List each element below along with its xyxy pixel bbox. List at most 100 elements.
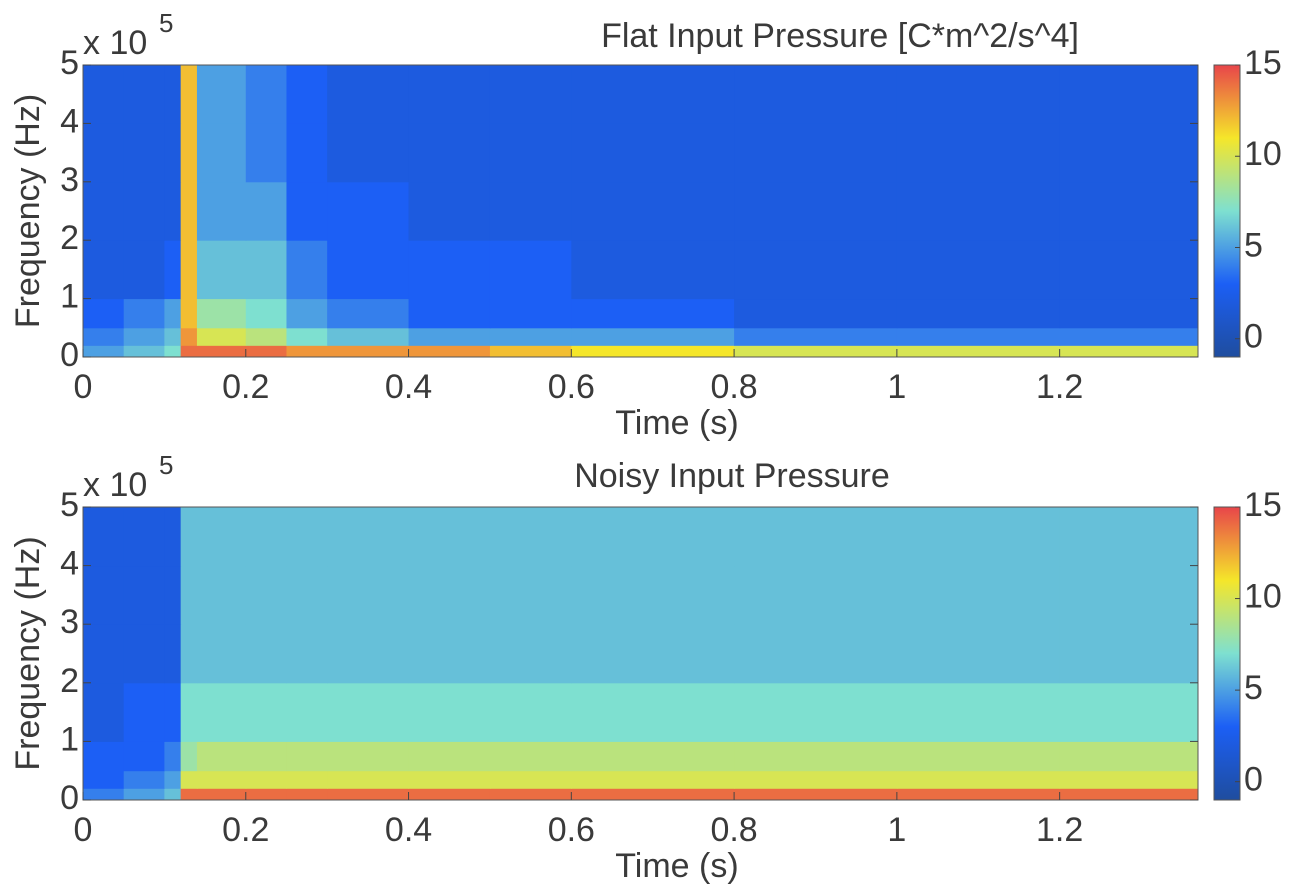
heatmap-cell <box>286 65 328 124</box>
heatmap-cell <box>408 565 491 625</box>
heatmap-cell <box>489 65 572 124</box>
heatmap-cell <box>734 298 898 329</box>
y-tick-label: 1 <box>60 720 79 758</box>
heatmap-cell <box>245 123 287 183</box>
heatmap-cell <box>327 65 410 124</box>
y-tick-label: 4 <box>60 545 79 583</box>
heatmap-cell <box>164 741 182 772</box>
heatmap-cell <box>896 788 1061 801</box>
heatmap-cell <box>1059 788 1199 801</box>
y-multiplier-exponent: 5 <box>159 8 173 38</box>
heatmap-cell <box>896 682 1061 742</box>
x-axis-label: Time (s) <box>615 847 738 885</box>
chart-title: Noisy Input Pressure <box>574 457 890 495</box>
heatmap-cell <box>408 123 491 183</box>
heatmap-cell <box>1059 327 1199 346</box>
heatmap-cell <box>327 741 410 772</box>
plot-frame <box>82 506 1199 801</box>
chart-title: Flat Input Pressure [C*m^2/s^4] <box>601 17 1079 55</box>
heatmap-cell <box>896 298 1061 329</box>
heatmap-cell <box>123 788 165 801</box>
heatmap-cell <box>196 65 247 124</box>
heatmap-cell <box>408 298 491 329</box>
y-tick-label: 4 <box>60 102 79 140</box>
x-tick-label: 0.8 <box>710 368 757 406</box>
heatmap-cell <box>83 298 125 329</box>
colorbar-tick-label: 5 <box>1244 669 1263 707</box>
heatmap-cell <box>1059 123 1199 183</box>
heatmap-cell <box>196 327 247 346</box>
x-tick-label: 0.2 <box>222 368 269 406</box>
heatmap-cell <box>734 181 898 241</box>
heatmap-cell <box>286 298 328 329</box>
y-tick-label: 3 <box>60 161 79 199</box>
heatmap-cell <box>123 327 165 346</box>
heatmap-cell <box>164 240 182 300</box>
heatmap-cell <box>896 770 1061 789</box>
heatmap-cell <box>734 565 898 625</box>
heatmap-cell <box>83 770 125 789</box>
heatmap-cell <box>327 123 410 183</box>
heatmap-cell <box>164 181 182 241</box>
heatmap-cell <box>896 123 1061 183</box>
heatmap-cell <box>408 624 491 684</box>
heatmap-cell <box>123 345 165 358</box>
heatmap-cell <box>896 565 1061 625</box>
heatmap-cell <box>489 298 572 329</box>
heatmap-cell <box>245 298 287 329</box>
y-multiplier-exponent: 5 <box>159 450 173 480</box>
x-tick-label: 1.2 <box>1036 368 1083 406</box>
heatmap-cell <box>327 788 410 801</box>
heatmap-cell <box>571 507 735 567</box>
heatmap-cell <box>1059 741 1199 772</box>
heatmap-cell <box>489 565 572 625</box>
heatmap-cell <box>164 345 182 358</box>
heatmap-cell <box>571 345 735 358</box>
heatmap-cell <box>123 507 165 567</box>
y-multiplier: x 10 <box>83 24 147 62</box>
heatmap-cell <box>83 741 125 772</box>
heatmap-cell <box>408 507 491 567</box>
heatmap-cell <box>734 682 898 742</box>
y-tick-label: 2 <box>60 662 79 700</box>
heatmap-cell <box>571 624 735 684</box>
heatmap-cell <box>734 788 898 801</box>
x-tick-label: 0 <box>74 811 93 849</box>
heatmap-cell <box>1059 345 1199 358</box>
heatmap-cell <box>896 507 1061 567</box>
heatmap-cell <box>180 65 198 124</box>
heatmap-cell <box>83 788 125 801</box>
heatmap-cell <box>286 565 328 625</box>
heatmap-cell <box>83 240 125 300</box>
heatmap-cell <box>327 682 410 742</box>
heatmap-cell <box>196 298 247 329</box>
heatmap-cell <box>286 345 328 358</box>
heatmap-cell <box>286 507 328 567</box>
heatmap-cell <box>196 770 247 789</box>
y-multiplier: x 10 <box>83 466 147 504</box>
heatmap-cell <box>286 123 328 183</box>
y-tick-label: 5 <box>60 44 79 82</box>
heatmap-cell <box>896 240 1061 300</box>
heatmap-cell <box>571 565 735 625</box>
colorbar <box>1213 64 1241 358</box>
heatmap-cell <box>571 65 735 124</box>
x-tick-label: 0.4 <box>385 368 432 406</box>
heatmap-cell <box>571 181 735 241</box>
heatmap-cell <box>83 624 125 684</box>
heatmap-cell <box>896 327 1061 346</box>
x-tick-label: 0.4 <box>385 811 432 849</box>
heatmap-cell <box>896 624 1061 684</box>
heatmap-cell <box>83 507 125 567</box>
heatmap-cell <box>327 240 410 300</box>
heatmap-cell <box>83 565 125 625</box>
heatmap-cell <box>1059 507 1199 567</box>
heatmap-cell <box>408 345 491 358</box>
heatmap-cell <box>83 682 125 742</box>
heatmap-cell <box>327 298 410 329</box>
plot-frame <box>82 64 1199 358</box>
heatmap-cell <box>734 507 898 567</box>
heatmap-cell <box>123 565 165 625</box>
heatmap-cell <box>327 345 410 358</box>
heatmap-cell <box>83 123 125 183</box>
